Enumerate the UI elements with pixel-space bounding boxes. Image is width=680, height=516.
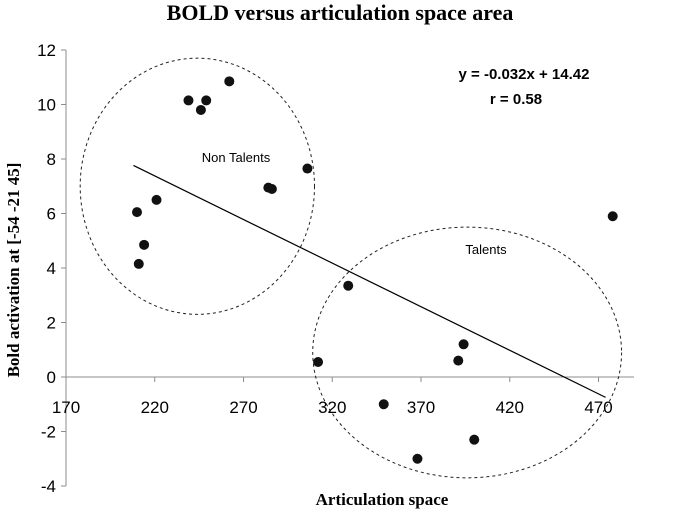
y-tick-label: 6 — [47, 205, 56, 224]
data-point — [139, 239, 150, 250]
y-tick-label: 8 — [47, 150, 56, 169]
data-point — [313, 357, 324, 368]
cluster-ellipse — [79, 57, 316, 315]
data-point — [201, 95, 212, 106]
chart-title: BOLD versus articulation space area — [167, 0, 514, 25]
data-point — [302, 163, 313, 174]
x-tick-label: 270 — [229, 398, 257, 417]
equation-label: y = -0.032x + 14.42 — [459, 66, 590, 83]
y-tick-label: 10 — [37, 96, 56, 115]
y-tick-label: -2 — [41, 423, 56, 442]
y-tick-label: 2 — [47, 314, 56, 333]
x-tick-label: 170 — [52, 398, 80, 417]
data-point — [607, 211, 618, 222]
data-point — [266, 183, 277, 194]
x-tick-label: 420 — [496, 398, 524, 417]
data-point — [343, 280, 354, 291]
data-points — [132, 76, 618, 464]
x-tick-label: 470 — [584, 398, 612, 417]
y-tick-label: 0 — [47, 368, 56, 387]
data-point — [133, 258, 144, 269]
data-point — [469, 434, 480, 445]
talents-label: Talents — [465, 242, 507, 257]
data-point — [183, 95, 194, 106]
data-point — [412, 453, 423, 464]
non-talents-label: Non Talents — [202, 150, 271, 165]
data-point — [378, 399, 389, 410]
data-point — [195, 104, 206, 115]
data-point — [224, 76, 235, 87]
y-axis-title: Bold activation at [-54 -21 45] — [4, 163, 23, 378]
x-tick-label: 370 — [407, 398, 435, 417]
data-point — [458, 339, 469, 350]
x-tick-label: 320 — [318, 398, 346, 417]
r-value-label: r = 0.58 — [490, 91, 542, 108]
data-point — [453, 355, 464, 366]
axes: -4 -2 0 2 4 6 8 10 12 170 220 270 320 370 420 470 — [37, 41, 634, 496]
x-tick-label: 220 — [141, 398, 169, 417]
x-axis-title: Articulation space — [316, 490, 449, 509]
cluster-outlines — [79, 57, 623, 479]
y-tick-label: 12 — [37, 41, 56, 60]
data-point — [132, 207, 142, 218]
y-tick-label: 4 — [47, 259, 56, 278]
trendline-group — [133, 164, 606, 398]
data-point — [151, 194, 162, 205]
y-tick-label: -4 — [41, 477, 56, 496]
cluster-ellipse — [312, 226, 623, 479]
trendline — [133, 164, 606, 398]
